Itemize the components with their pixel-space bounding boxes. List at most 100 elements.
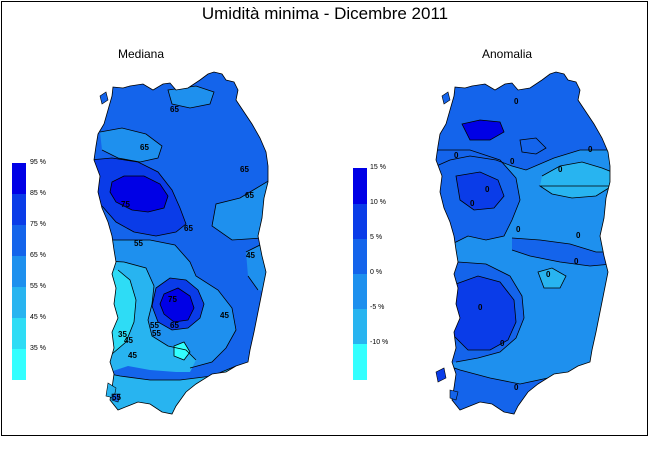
legend-swatch [353, 344, 367, 380]
contour-label: 0 [470, 199, 475, 208]
legend-swatch [353, 168, 367, 204]
contour-line [519, 137, 547, 155]
legend-swatch [353, 204, 367, 239]
contour-label: 45 [246, 251, 255, 260]
contour-line [538, 161, 610, 199]
contour-label: 0 [500, 339, 505, 348]
contour-label: 65 [245, 191, 254, 200]
region-fill [100, 128, 162, 162]
contour-label: 55 [112, 393, 121, 402]
contour-label: 55 [134, 239, 143, 248]
legend-label: 45 % [30, 314, 46, 321]
legend-swatch [353, 309, 367, 344]
contour-line [99, 127, 163, 163]
contour-label: 45 [124, 336, 133, 345]
legend-label: 95 % [30, 159, 46, 166]
contour-line [436, 149, 610, 171]
legend-label: 15 % [370, 164, 386, 171]
region-fill [436, 72, 610, 170]
contour-line [245, 243, 263, 291]
legend-label: 35 % [30, 345, 46, 352]
contour-label: 65 [184, 224, 193, 233]
contour-label: 55 [150, 321, 159, 330]
contour-label: 0 [510, 157, 515, 166]
island [111, 393, 121, 403]
contour-line [167, 85, 215, 109]
contour-line [94, 157, 187, 237]
contour-label: 65 [140, 143, 149, 152]
contour-line [436, 149, 521, 253]
contour-label: 0 [478, 303, 483, 312]
contour-line [211, 179, 268, 241]
contour-label: 45 [220, 311, 229, 320]
contour-label: 0 [454, 151, 459, 160]
region-fill [450, 276, 516, 350]
legend-label: -5 % [370, 304, 385, 311]
region-fill [168, 86, 214, 108]
contour-label: 0 [516, 225, 521, 234]
contour-label: 55 [152, 329, 161, 338]
contour-line [173, 341, 191, 361]
contour-line [511, 237, 610, 267]
contour-label: 0 [574, 257, 579, 266]
region-fill [456, 172, 504, 210]
contour-line [94, 259, 197, 361]
region-fill [160, 288, 194, 322]
contour-label: 65 [240, 165, 249, 174]
figure-title: Umidità minima - Dicembre 2011 [201, 4, 449, 23]
contour-line [455, 171, 505, 211]
region-fill [462, 120, 504, 140]
contour-line [436, 261, 525, 363]
legend-label: 65 % [30, 252, 46, 259]
contour-label: 65 [170, 321, 179, 330]
island [99, 91, 109, 105]
legend-swatch [12, 256, 26, 287]
right-map: 0 0 0 0 0 0 0 0 0 0 0 0 0 0 [435, 71, 611, 415]
legend-swatch [353, 239, 367, 274]
legend-swatch [12, 349, 26, 380]
legend-label: 10 % [370, 199, 386, 206]
left-panel-subtitle: Mediana [118, 47, 165, 61]
right-panel-subtitle: Anomalia [482, 47, 533, 61]
contour-line [461, 119, 505, 141]
contour-label: 0 [514, 97, 519, 106]
legend-swatch [12, 194, 26, 225]
region-fill [110, 176, 168, 212]
left-map: 65 65 65 65 65 75 55 45 75 65 55 45 35 4… [93, 71, 269, 415]
contour-line [109, 175, 169, 213]
contour-label: 0 [576, 231, 581, 240]
contour-label: 0 [514, 383, 519, 392]
island [449, 389, 459, 401]
contour-label: 0 [588, 145, 593, 154]
region-fill [538, 268, 566, 288]
legend-label: -10 % [370, 339, 389, 346]
contour-line [537, 267, 567, 289]
legend-label: 75 % [30, 221, 46, 228]
legend-swatch [353, 274, 367, 309]
island [435, 367, 447, 383]
contour-line [94, 239, 237, 369]
island [441, 91, 451, 105]
legend-label: 0 % [370, 269, 383, 276]
contour-label: 35 [118, 330, 127, 339]
contour-label: 75 [121, 200, 130, 209]
contour-line [111, 269, 137, 355]
contour-label: 0 [558, 165, 563, 174]
contour-label: 0 [485, 185, 490, 194]
legend-swatch [12, 287, 26, 318]
contour-label: 0 [546, 270, 551, 279]
legend-swatch [12, 163, 26, 194]
legend-swatch [12, 318, 26, 349]
legend-label: 55 % [30, 283, 46, 290]
contour-label: 75 [168, 295, 177, 304]
region-fill [540, 162, 610, 198]
region-fill [512, 238, 610, 266]
contour-label: 45 [128, 351, 137, 360]
legend-label: 5 % [370, 234, 383, 241]
legend-label: 85 % [30, 190, 46, 197]
contour-line [159, 287, 195, 323]
contour-label: 65 [170, 105, 179, 114]
contour-line [151, 277, 205, 331]
region-fill [174, 342, 190, 360]
